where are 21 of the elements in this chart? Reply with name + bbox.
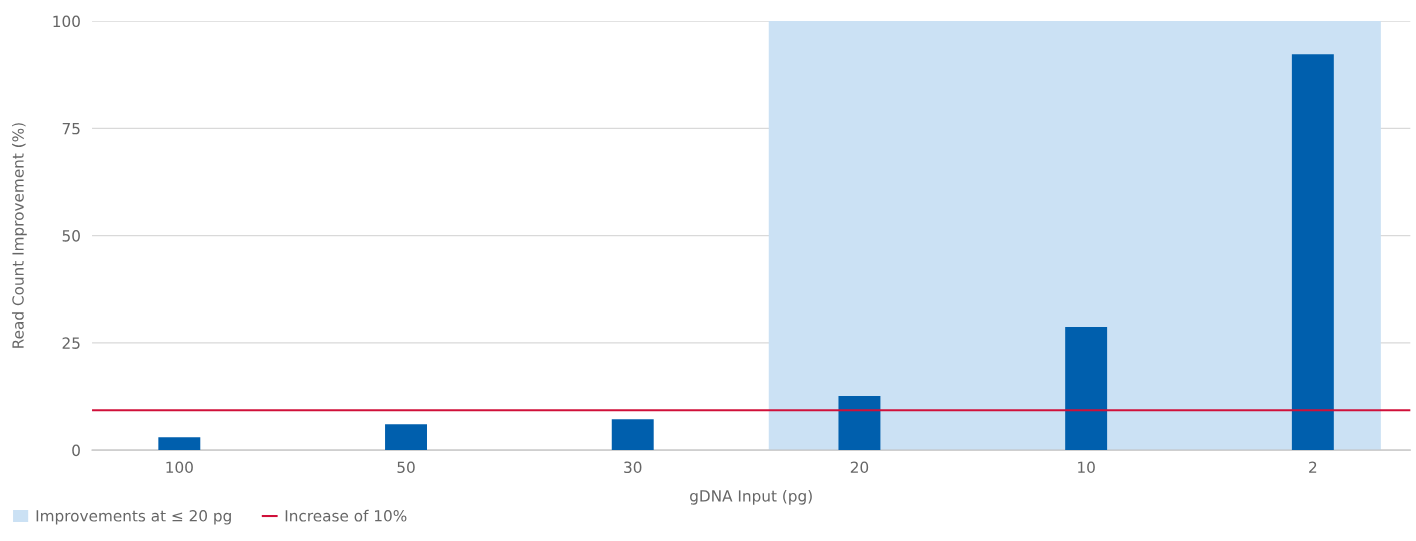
- x-tick-label: 2: [1309, 461, 1317, 473]
- y-axis-title: Read Count Improvement (%): [11, 123, 27, 348]
- y-tick-label: 25: [62, 337, 80, 349]
- legend-label: Improvements at ≤ 20 pg: [36, 510, 231, 525]
- bar: [838, 396, 881, 451]
- x-tick-label: 20: [850, 461, 869, 474]
- y-tick-label: 75: [62, 123, 80, 135]
- legend-label: Increase of 10%: [285, 509, 407, 522]
- bar: [1291, 54, 1334, 451]
- bar: [611, 419, 654, 451]
- y-tick-label: 100: [53, 15, 80, 28]
- x-tick-label: 50: [397, 461, 415, 474]
- x-tick-label: 100: [166, 461, 193, 474]
- x-axis-title: gDNA Input (pg): [690, 489, 812, 505]
- bar: [158, 437, 201, 451]
- bar: [385, 424, 427, 451]
- x-tick-label: 10: [1078, 461, 1095, 474]
- y-tick-label: 50: [62, 230, 80, 242]
- x-tick-label: 30: [624, 461, 642, 474]
- y-tick-label: 0: [72, 444, 80, 457]
- bar: [1065, 326, 1108, 451]
